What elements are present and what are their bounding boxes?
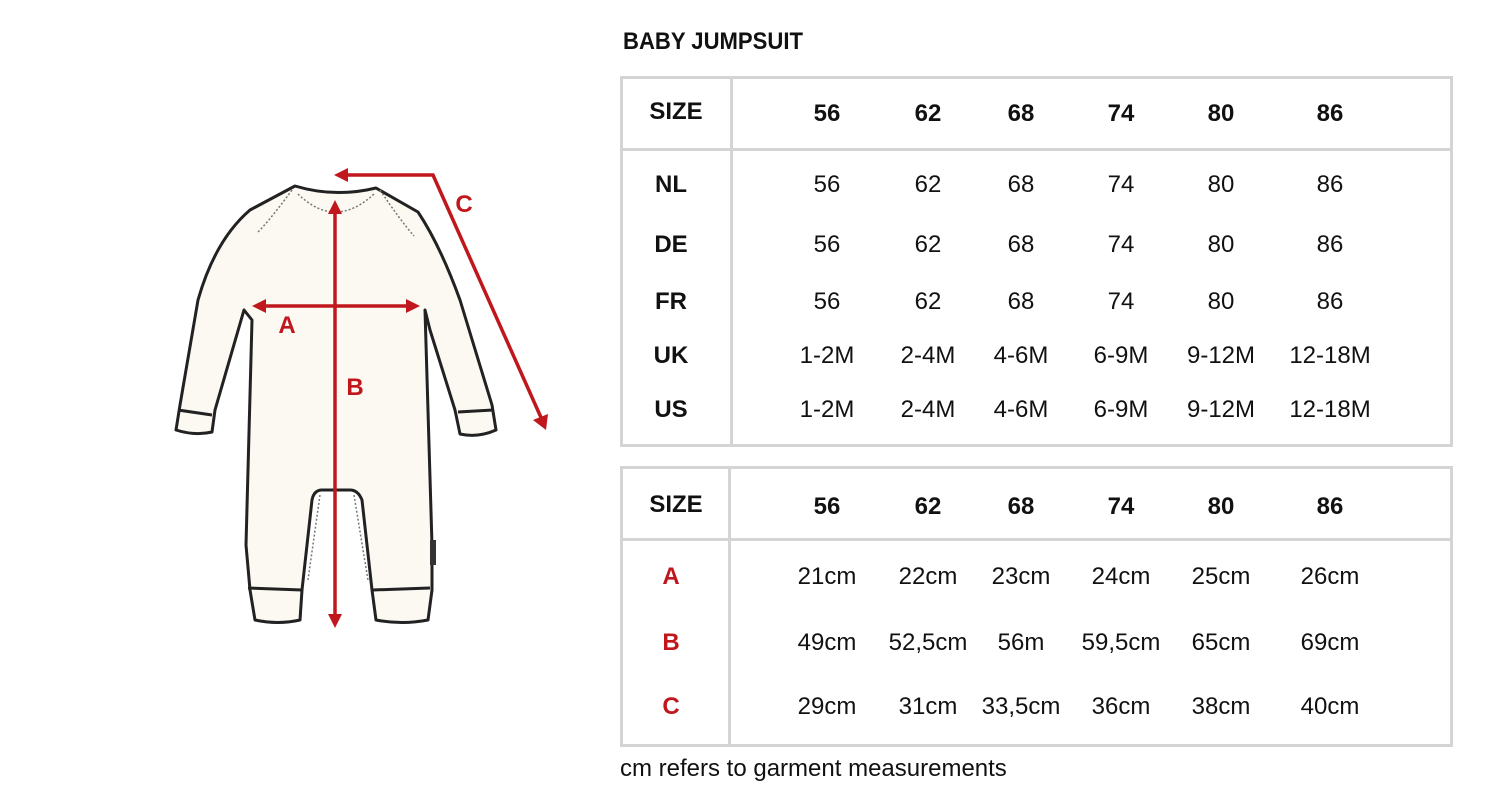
table-cell: 62 bbox=[914, 171, 942, 198]
table-cell: 12-18M bbox=[1289, 342, 1371, 369]
table-cell: 56m bbox=[997, 629, 1045, 656]
table-cell: 86 bbox=[1316, 288, 1344, 315]
row-label: DE bbox=[654, 231, 688, 258]
header-size-86: 86 bbox=[1316, 100, 1344, 127]
table-cell: 59,5cm bbox=[1081, 629, 1161, 656]
measurement-note: cm refers to garment measurements bbox=[620, 755, 1007, 782]
table-cell: 26cm bbox=[1300, 563, 1360, 590]
table-cell: 21cm bbox=[797, 563, 857, 590]
table-cell: 9-12M bbox=[1186, 342, 1256, 369]
header-size-62: 62 bbox=[914, 493, 942, 520]
header-size-label: SIZE bbox=[649, 98, 703, 125]
header-size-80: 80 bbox=[1207, 493, 1235, 520]
row-label: NL bbox=[655, 171, 687, 198]
table-cell: 31cm bbox=[898, 693, 958, 720]
table-cell: 9-12M bbox=[1186, 396, 1256, 423]
table-cell: 1-2M bbox=[799, 396, 855, 423]
row-label: A bbox=[662, 563, 680, 590]
table-cell: 1-2M bbox=[799, 342, 855, 369]
table-cell: 2-4M bbox=[900, 396, 956, 423]
row-label: C bbox=[662, 693, 680, 720]
table-cell: 6-9M bbox=[1093, 396, 1149, 423]
header-size-56: 56 bbox=[813, 493, 841, 520]
table-cell: 68 bbox=[1007, 231, 1035, 258]
table-cell: 49cm bbox=[797, 629, 857, 656]
table-cell: 62 bbox=[914, 231, 942, 258]
table-cell: 56 bbox=[813, 171, 841, 198]
table-cell: 12-18M bbox=[1289, 396, 1371, 423]
table-cell: 29cm bbox=[797, 693, 857, 720]
label-c: C bbox=[455, 191, 473, 218]
table-cell: 4-6M bbox=[993, 342, 1049, 369]
table-cell: 56 bbox=[813, 288, 841, 315]
table-cell: 86 bbox=[1316, 171, 1344, 198]
table-cell: 2-4M bbox=[900, 342, 956, 369]
page-title: BABY JUMPSUIT bbox=[623, 28, 803, 55]
table-cell: 68 bbox=[1007, 288, 1035, 315]
header-size-label: SIZE bbox=[649, 491, 703, 518]
table-cell: 36cm bbox=[1091, 693, 1151, 720]
table-cell: 80 bbox=[1207, 171, 1235, 198]
table-cell: 23cm bbox=[991, 563, 1051, 590]
measurements-table bbox=[620, 466, 1453, 747]
header-size-68: 68 bbox=[1007, 493, 1035, 520]
table-cell: 6-9M bbox=[1093, 342, 1149, 369]
table-cell: 22cm bbox=[898, 563, 958, 590]
table-cell: 74 bbox=[1107, 231, 1135, 258]
table-cell: 24cm bbox=[1091, 563, 1151, 590]
table-cell: 52,5cm bbox=[888, 629, 968, 656]
table-cell: 86 bbox=[1316, 231, 1344, 258]
size-conversion-table bbox=[620, 76, 1453, 447]
label-b: B bbox=[346, 374, 364, 401]
table-cell: 80 bbox=[1207, 288, 1235, 315]
table-cell: 56 bbox=[813, 231, 841, 258]
table-cell: 74 bbox=[1107, 288, 1135, 315]
header-size-56: 56 bbox=[813, 100, 841, 127]
table-cell: 68 bbox=[1007, 171, 1035, 198]
header-size-68: 68 bbox=[1007, 100, 1035, 127]
table-cell: 74 bbox=[1107, 171, 1135, 198]
row-label: FR bbox=[655, 288, 687, 315]
table-cell: 33,5cm bbox=[981, 693, 1061, 720]
table-cell: 40cm bbox=[1300, 693, 1360, 720]
header-size-80: 80 bbox=[1207, 100, 1235, 127]
table-cell: 69cm bbox=[1300, 629, 1360, 656]
label-a: A bbox=[278, 312, 296, 339]
table-cell: 4-6M bbox=[993, 396, 1049, 423]
table-cell: 62 bbox=[914, 288, 942, 315]
header-size-74: 74 bbox=[1107, 493, 1135, 520]
table-cell: 25cm bbox=[1191, 563, 1251, 590]
header-size-62: 62 bbox=[914, 100, 942, 127]
table-cell: 38cm bbox=[1191, 693, 1251, 720]
row-label: US bbox=[654, 396, 688, 423]
row-label: B bbox=[662, 629, 680, 656]
table-cell: 65cm bbox=[1191, 629, 1251, 656]
arrow-c bbox=[342, 173, 545, 423]
header-size-74: 74 bbox=[1107, 100, 1135, 127]
label-tag bbox=[430, 540, 436, 565]
row-label: UK bbox=[653, 342, 689, 369]
jumpsuit-illustration bbox=[174, 168, 548, 628]
header-size-86: 86 bbox=[1316, 493, 1344, 520]
table-cell: 80 bbox=[1207, 231, 1235, 258]
